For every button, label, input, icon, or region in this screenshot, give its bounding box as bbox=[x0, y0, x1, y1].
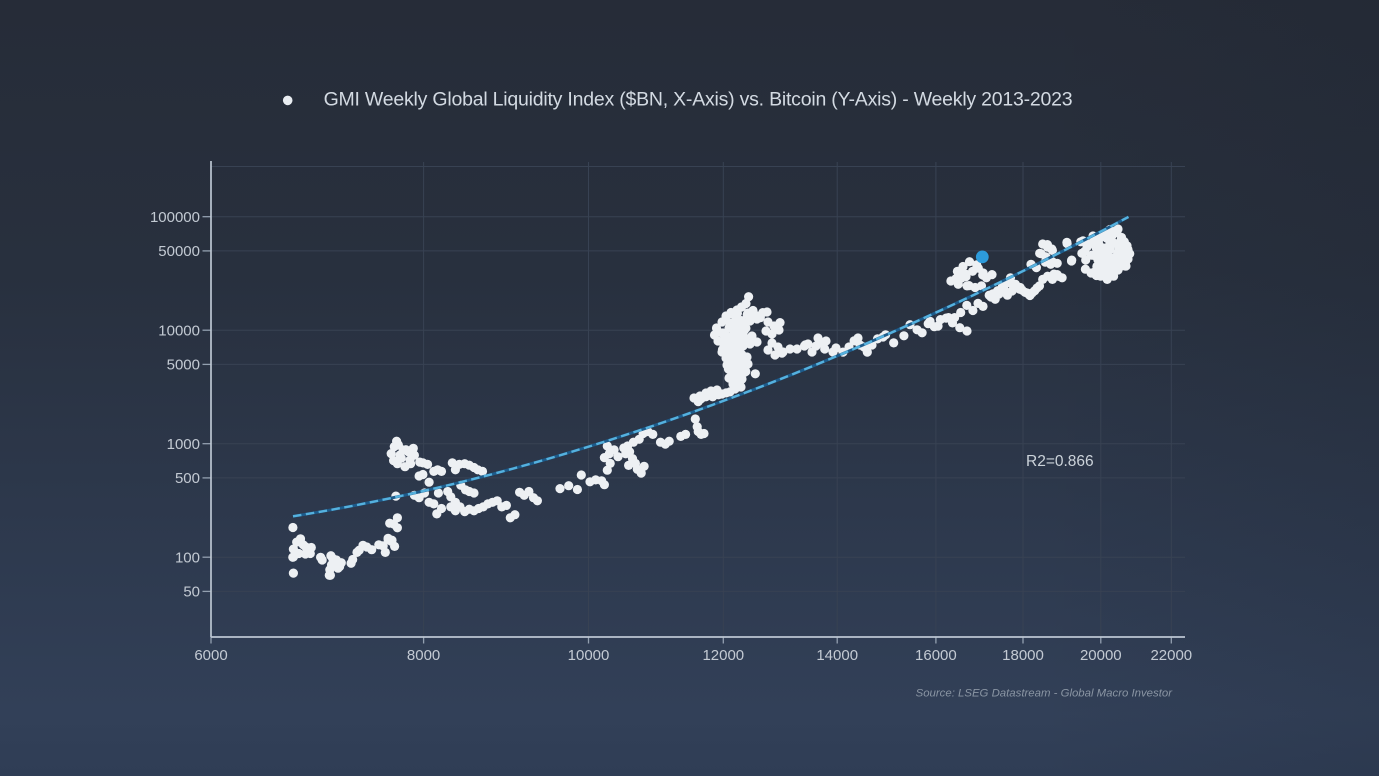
svg-text:R2=0.866: R2=0.866 bbox=[1026, 453, 1094, 470]
svg-text:Source: LSEG Datastream - Glob: Source: LSEG Datastream - Global Macro I… bbox=[916, 688, 1174, 700]
svg-text:5000: 5000 bbox=[167, 357, 200, 374]
svg-text:50: 50 bbox=[183, 584, 200, 601]
svg-text:18000: 18000 bbox=[1002, 647, 1044, 664]
svg-text:6000: 6000 bbox=[194, 647, 227, 664]
svg-text:20000: 20000 bbox=[1080, 647, 1122, 664]
svg-text:100: 100 bbox=[175, 549, 200, 566]
svg-text:500: 500 bbox=[175, 470, 200, 487]
svg-text:8000: 8000 bbox=[407, 647, 440, 664]
svg-text:10000: 10000 bbox=[158, 322, 200, 339]
svg-text:50000: 50000 bbox=[158, 243, 200, 260]
svg-text:22000: 22000 bbox=[1150, 647, 1192, 664]
svg-text:10000: 10000 bbox=[568, 647, 610, 664]
svg-text:14000: 14000 bbox=[816, 647, 858, 664]
svg-text:GMI Weekly Global Liquidity In: GMI Weekly Global Liquidity Index ($BN, … bbox=[324, 89, 1073, 111]
svg-text:16000: 16000 bbox=[915, 647, 957, 664]
svg-text:1000: 1000 bbox=[167, 436, 200, 453]
svg-text:12000: 12000 bbox=[702, 647, 744, 664]
svg-text:100000: 100000 bbox=[150, 209, 200, 226]
